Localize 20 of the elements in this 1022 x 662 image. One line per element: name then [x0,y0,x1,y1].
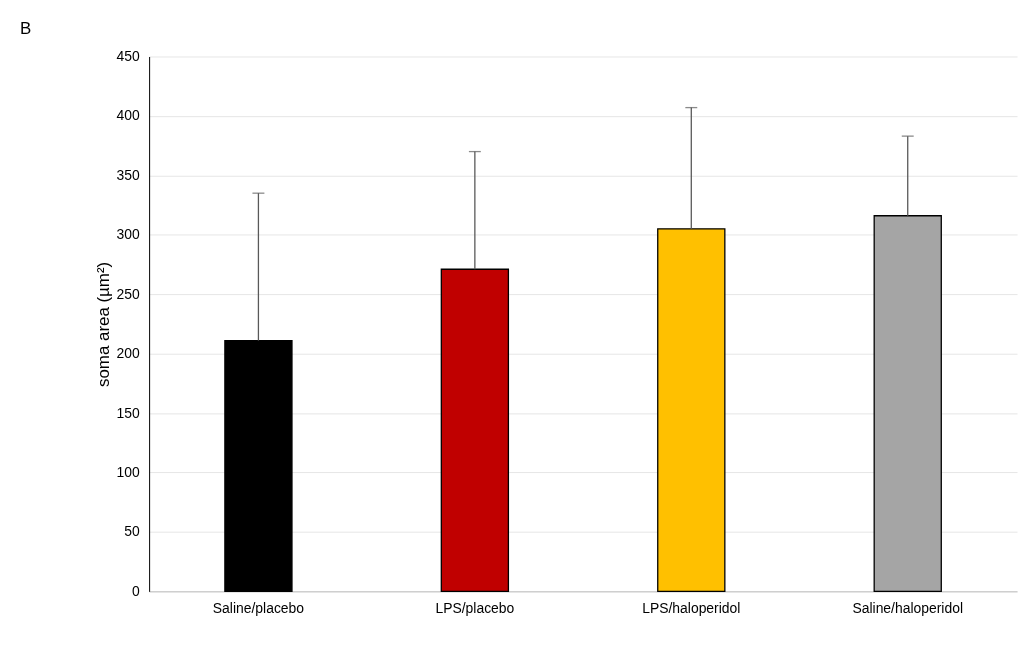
y-tick-label: 50 [124,523,140,540]
x-tick-label: Saline/haloperidol [852,599,964,616]
y-tick-label: 300 [116,226,140,243]
y-tick-label: 400 [116,107,140,124]
x-tick-label: LPS/placebo [435,599,515,616]
x-tick-label: Saline/placebo [212,599,305,616]
bar [657,228,726,592]
y-tick-label: 150 [116,404,140,421]
y-tick-label: 100 [116,463,140,480]
y-tick-label: 200 [116,345,140,362]
bar [224,339,293,592]
x-tick-label: LPS/haloperidol [642,599,741,616]
y-tick-label: 350 [116,166,140,183]
y-axis-title: soma area (µm²) [93,261,113,388]
text: B [19,18,32,38]
bar [440,268,510,592]
y-tick-label: 0 [131,582,140,599]
y-tick-label: 250 [116,285,140,302]
y-tick-label: 450 [116,47,140,64]
bar [873,215,942,592]
